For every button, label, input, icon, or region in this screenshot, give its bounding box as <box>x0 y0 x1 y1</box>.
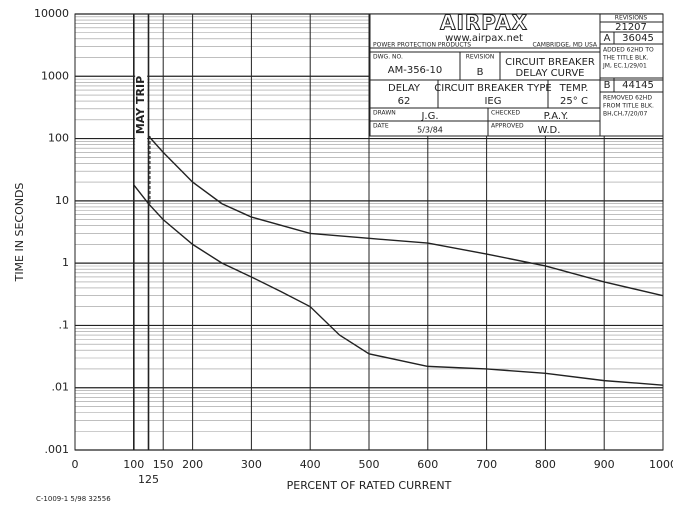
title-block-text: CIRCUIT BREAKER <box>505 57 595 68</box>
y-tick-label: 1000 <box>41 69 69 82</box>
x-tick-label: 900 <box>594 458 615 471</box>
title-block-text: 21207 <box>615 22 647 33</box>
title-block-text: DELAY CURVE <box>515 68 584 79</box>
x-tick-label: 200 <box>182 458 203 471</box>
y-tick-label: .01 <box>52 381 70 394</box>
title-block-text: REVISION <box>466 54 495 61</box>
title-block-text: TEMP. <box>559 83 589 94</box>
title-block-text: CIRCUIT BREAKER TYPE <box>434 83 551 94</box>
title-block-text: REVISIONS <box>615 15 648 22</box>
x-tick-label: 150 <box>153 458 174 471</box>
title-block-text: AM-356-10 <box>388 65 443 76</box>
x-tick-label: 700 <box>476 458 497 471</box>
plot-border <box>74 13 664 451</box>
curve <box>147 135 664 297</box>
title-block-text: APPROVED <box>491 123 524 130</box>
title-block-text: P.A.Y. <box>544 111 569 122</box>
y-tick-label: 10000 <box>34 7 69 20</box>
x-tick-label: 500 <box>359 458 380 471</box>
y-tick-label: 10 <box>55 194 69 207</box>
x-tick-label: 600 <box>417 458 438 471</box>
annotation: MAY TRIP <box>134 76 147 134</box>
y-tick-label: .001 <box>45 443 70 456</box>
title-block-text: DRAWN <box>373 110 396 117</box>
title-block-text: IEG <box>484 96 501 107</box>
title-block-text: 36045 <box>622 33 654 44</box>
x-tick-label: 400 <box>300 458 321 471</box>
title-block-text: AIRPAX <box>440 11 528 35</box>
y-tick-label: .1 <box>59 318 70 331</box>
x-axis-label: PERCENT OF RATED CURRENT <box>287 479 452 492</box>
title-block-text: REMOVED 62HD <box>603 95 652 102</box>
y-axis-label: TIME IN SECONDS <box>13 183 26 283</box>
y-tick-label: 1 <box>62 256 69 269</box>
title-block-text: THE TITLE BLK. <box>602 55 648 62</box>
title-block-text: W.D. <box>538 125 561 136</box>
x-tick-label: 100 <box>123 458 144 471</box>
title-block-text: 44145 <box>622 80 654 91</box>
title-block-text: CHECKED <box>491 110 520 117</box>
title-block-text: J.G. <box>420 111 438 122</box>
x-tick-label: 800 <box>535 458 556 471</box>
title-block-text: FROM TITLE BLK. <box>603 103 654 110</box>
annotation-bg <box>135 60 148 150</box>
title-block-text: DELAY <box>388 83 421 94</box>
y-tick-label: 100 <box>48 132 69 145</box>
title-block-text: DWG. NO. <box>373 54 403 61</box>
title-block-text: A <box>604 33 611 44</box>
title-block-text: JM, EC.1/29/01 <box>602 63 647 70</box>
title-block-text: 25° C <box>560 96 588 107</box>
title-block-text: CAMBRIDGE, MD USA <box>532 42 597 49</box>
footer: C-1009-1 5/98 32556 <box>36 495 111 503</box>
title-block-text: ADDED 62HD TO <box>603 47 654 54</box>
title-block-text: DATE <box>373 123 389 130</box>
title-block-text: www.airpax.net <box>445 33 523 44</box>
x-tick-label: 1000 <box>649 458 673 471</box>
title-block-text: B <box>477 67 484 78</box>
x-tick-label: 300 <box>241 458 262 471</box>
curve <box>133 184 664 386</box>
title-block-text: 62 <box>398 96 411 107</box>
x-tick-label: 125 <box>138 473 159 486</box>
title-block-text: B <box>604 80 611 91</box>
x-tick-label: 0 <box>72 458 79 471</box>
title-block-text: BH,CH,7/20/07 <box>603 111 647 118</box>
title-block-text: 5/3/84 <box>417 126 443 135</box>
title-block-text: POWER PROTECTION PRODUCTS <box>373 42 471 49</box>
